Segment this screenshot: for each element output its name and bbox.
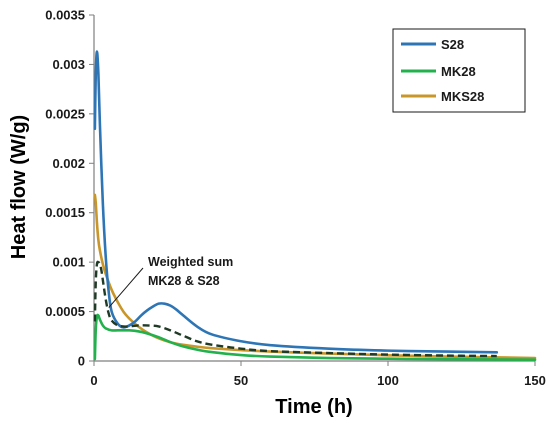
- x-tick-label: 150: [524, 373, 546, 388]
- annotation-line-2: MK28 & S28: [148, 274, 220, 288]
- y-tick-label: 0.001: [52, 255, 85, 270]
- y-tick-label: 0.0025: [45, 106, 85, 121]
- y-tick-label: 0: [78, 354, 85, 369]
- series-lines: [93, 50, 537, 362]
- y-tick-label: 0.002: [52, 156, 85, 171]
- annotation-pointer: [108, 267, 144, 308]
- y-tick-label: 0.0035: [45, 8, 85, 23]
- y-tick-label: 0.0005: [45, 304, 85, 319]
- legend-label-mk28: MK28: [441, 64, 476, 79]
- y-tick-label: 0.0015: [45, 205, 85, 220]
- x-tick-label: 100: [377, 373, 399, 388]
- y-tick-label: 0.003: [52, 57, 85, 72]
- axes: 0 0.0005 0.001 0.0015 0.002 0.0025 0.003 0.0035…: [45, 8, 546, 389]
- x-axis-title: Time (h): [275, 396, 352, 418]
- series-line-s28: [93, 50, 499, 354]
- legend-label-s28: S28: [441, 37, 464, 52]
- series-line-mk28: [93, 313, 537, 362]
- legend-label-mks28: MKS28: [441, 89, 484, 104]
- x-tick-label: 0: [90, 373, 97, 388]
- legend: S28 MK28 MKS28: [392, 28, 526, 113]
- annotation-line-1: Weighted sum: [148, 255, 233, 269]
- y-axis-title: Heat flow (W/g): [8, 115, 30, 259]
- series-line-weighted-sum: [93, 260, 497, 358]
- x-tick-label: 50: [234, 373, 248, 388]
- annotations: Weighted sum MK28 & S28: [108, 255, 233, 308]
